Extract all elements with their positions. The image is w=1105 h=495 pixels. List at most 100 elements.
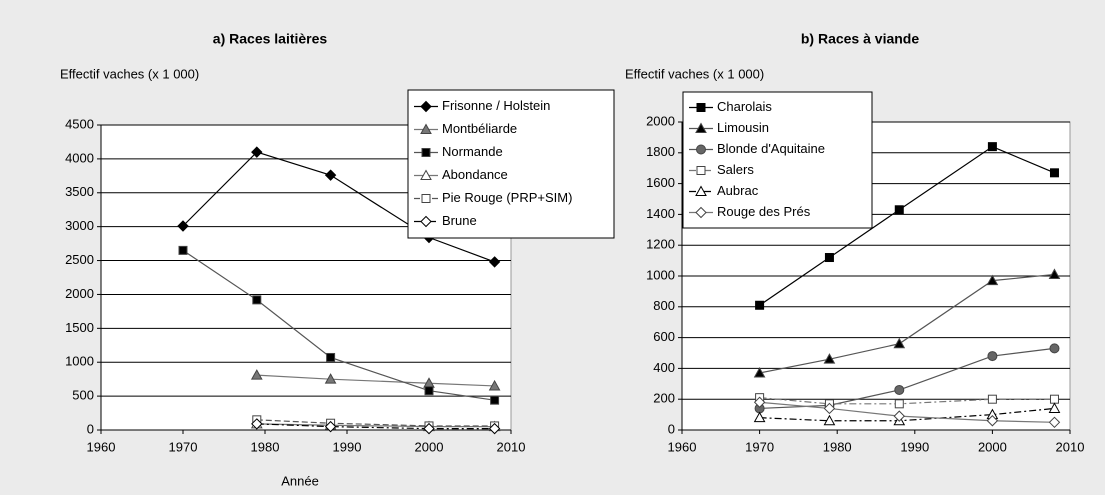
marker	[894, 399, 904, 409]
marker	[986, 274, 999, 286]
y-tick-label: 1500	[65, 320, 94, 335]
marker	[251, 418, 263, 430]
marker	[893, 337, 906, 349]
marker	[824, 253, 834, 263]
marker	[1048, 416, 1061, 429]
y-tick-label: 800	[653, 298, 675, 313]
x-tick-label: 1970	[745, 439, 774, 454]
marker	[252, 295, 262, 305]
marker	[177, 220, 189, 232]
marker	[753, 411, 766, 423]
x-tick-label: 2010	[497, 439, 526, 454]
legend-label: Aubrac	[717, 183, 759, 198]
marker	[1048, 402, 1061, 413]
legend-label: Pie Rouge (PRP+SIM)	[442, 190, 572, 205]
legend-marker	[420, 215, 432, 228]
series-line	[256, 374, 495, 387]
marker	[893, 410, 905, 422]
marker	[823, 414, 836, 426]
marker	[755, 300, 765, 310]
marker	[894, 384, 905, 395]
x-tick-label: 2000	[415, 439, 444, 454]
marker	[987, 351, 998, 362]
legend-marker	[696, 103, 706, 112]
y-tick-label: 3000	[65, 218, 94, 233]
legend-label: Rouge des Prés	[717, 204, 811, 219]
y-axis-label: Effectif vaches (x 1 000)	[625, 66, 764, 81]
legend-label: Montbéliarde	[442, 121, 517, 136]
marker	[488, 256, 501, 268]
marker	[251, 146, 263, 158]
x-tick-label: 1960	[87, 439, 116, 454]
series-line	[256, 419, 495, 427]
y-tick-label: 4000	[65, 150, 94, 165]
y-tick-label: 400	[653, 360, 675, 375]
x-tick-label: 1990	[333, 439, 362, 454]
x-axis-label: Année	[281, 473, 319, 488]
y-tick-label: 2000	[646, 113, 675, 128]
y-tick-label: 500	[72, 388, 94, 403]
marker	[823, 353, 836, 364]
legend-label: Salers	[717, 162, 754, 177]
y-tick-label: 1000	[65, 354, 94, 369]
legend-label: Charolais	[717, 99, 772, 114]
marker	[986, 415, 999, 427]
marker	[324, 169, 337, 181]
legend-marker	[420, 123, 432, 134]
y-tick-label: 0	[87, 421, 94, 436]
marker	[488, 422, 501, 435]
legend-marker	[695, 122, 707, 133]
marker	[987, 394, 997, 404]
legend-label: Brune	[442, 213, 477, 228]
marker	[488, 379, 501, 391]
y-axis-label: Effectif vaches (x 1 000)	[60, 66, 199, 81]
x-tick-label: 1980	[251, 439, 280, 454]
marker	[823, 402, 836, 415]
marker	[1049, 168, 1059, 178]
x-tick-label: 1960	[668, 439, 697, 454]
y-tick-label: 1000	[646, 267, 675, 282]
x-tick-label: 2010	[1056, 439, 1085, 454]
y-tick-label: 1600	[646, 175, 675, 190]
marker	[424, 386, 434, 396]
marker	[423, 422, 435, 435]
y-tick-label: 600	[653, 329, 675, 344]
marker	[324, 420, 337, 433]
marker	[326, 352, 336, 362]
marker	[753, 366, 766, 378]
legend-label: Abondance	[442, 167, 508, 182]
y-tick-label: 2500	[65, 252, 94, 267]
legend-label: Frisonne / Holstein	[442, 98, 550, 113]
legend-marker	[421, 194, 431, 203]
x-tick-label: 1970	[169, 439, 198, 454]
legend-marker	[696, 144, 706, 155]
legend-label: Limousin	[717, 120, 769, 135]
marker	[490, 395, 500, 405]
marker	[1048, 268, 1061, 279]
legend-marker	[421, 148, 431, 157]
legend-label: Normande	[442, 144, 503, 159]
series-line	[256, 423, 495, 430]
y-tick-label: 1800	[646, 144, 675, 159]
marker	[178, 245, 188, 255]
marker	[1049, 343, 1060, 354]
marker	[1049, 394, 1059, 404]
legend-marker	[695, 185, 707, 196]
chart-title: b) Races à viande	[801, 31, 919, 47]
y-tick-label: 1200	[646, 237, 675, 252]
series-line	[256, 423, 495, 428]
chart-title: a) Races laitières	[213, 31, 328, 47]
x-tick-label: 2000	[978, 439, 1007, 454]
y-tick-label: 200	[653, 391, 675, 406]
legend	[407, 89, 615, 239]
y-tick-label: 3500	[65, 184, 94, 199]
legend-marker	[695, 206, 707, 219]
x-tick-label: 1980	[823, 439, 852, 454]
x-tick-label: 1990	[900, 439, 929, 454]
legend-marker	[420, 100, 432, 113]
marker	[987, 142, 997, 152]
y-tick-label: 1400	[646, 206, 675, 221]
legend-marker	[696, 166, 706, 175]
marker	[250, 369, 263, 380]
